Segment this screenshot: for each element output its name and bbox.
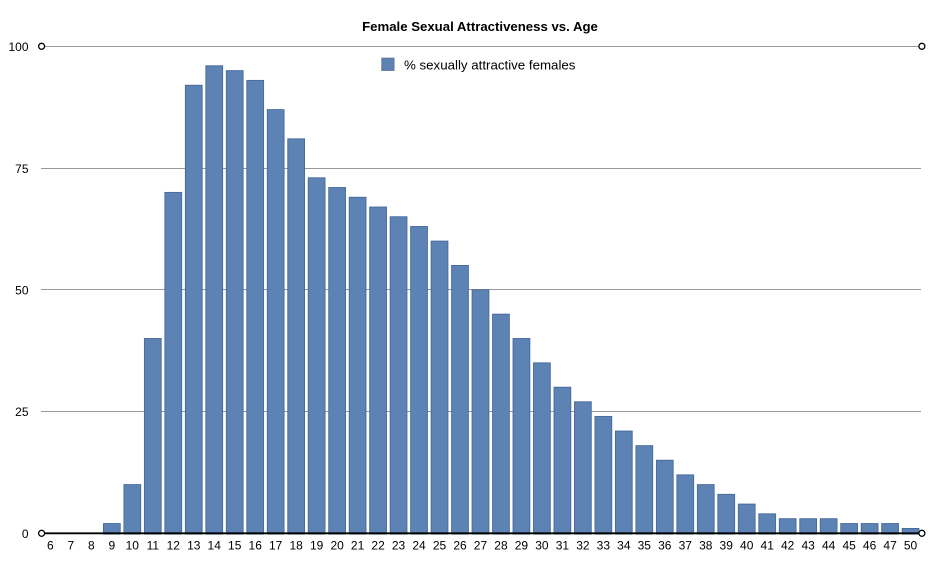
svg-text:18: 18	[289, 538, 303, 552]
svg-text:43: 43	[801, 538, 815, 552]
svg-text:34: 34	[617, 538, 631, 552]
svg-text:11: 11	[147, 538, 160, 552]
svg-text:8: 8	[88, 538, 95, 552]
svg-text:32: 32	[576, 538, 590, 552]
svg-text:22: 22	[371, 538, 385, 552]
svg-text:7: 7	[68, 538, 75, 552]
svg-text:25: 25	[433, 538, 447, 552]
svg-text:35: 35	[638, 538, 652, 552]
svg-text:39: 39	[720, 538, 734, 552]
svg-text:33: 33	[597, 538, 611, 552]
svg-text:37: 37	[679, 538, 693, 552]
svg-text:21: 21	[351, 538, 365, 552]
svg-text:30: 30	[535, 538, 549, 552]
svg-text:50: 50	[15, 284, 29, 298]
svg-text:9: 9	[108, 538, 115, 552]
svg-text:23: 23	[392, 538, 406, 552]
svg-text:17: 17	[269, 538, 283, 552]
svg-text:44: 44	[822, 538, 836, 552]
svg-text:45: 45	[842, 538, 856, 552]
svg-text:46: 46	[863, 538, 877, 552]
svg-text:27: 27	[474, 538, 488, 552]
svg-text:25: 25	[15, 405, 29, 419]
svg-text:% sexually attractive females: % sexually attractive females	[404, 57, 576, 72]
svg-text:47: 47	[883, 538, 897, 552]
svg-text:13: 13	[187, 538, 201, 552]
svg-text:40: 40	[740, 538, 754, 552]
svg-text:14: 14	[208, 538, 222, 552]
svg-text:50: 50	[904, 538, 918, 552]
svg-text:20: 20	[330, 538, 344, 552]
svg-text:0: 0	[22, 527, 29, 541]
svg-text:6: 6	[47, 538, 54, 552]
svg-text:42: 42	[781, 538, 795, 552]
svg-text:24: 24	[412, 538, 426, 552]
svg-text:36: 36	[658, 538, 672, 552]
svg-text:19: 19	[310, 538, 324, 552]
svg-text:10: 10	[126, 538, 140, 552]
svg-text:100: 100	[8, 40, 28, 54]
svg-text:Female Sexual Attractiveness v: Female Sexual Attractiveness vs. Age	[362, 19, 598, 34]
svg-text:75: 75	[15, 162, 29, 176]
svg-text:12: 12	[167, 538, 181, 552]
svg-text:16: 16	[249, 538, 263, 552]
svg-text:29: 29	[515, 538, 529, 552]
svg-text:38: 38	[699, 538, 713, 552]
svg-text:28: 28	[494, 538, 508, 552]
svg-text:26: 26	[453, 538, 467, 552]
svg-text:15: 15	[228, 538, 242, 552]
svg-text:41: 41	[761, 538, 775, 552]
svg-text:31: 31	[556, 538, 570, 552]
